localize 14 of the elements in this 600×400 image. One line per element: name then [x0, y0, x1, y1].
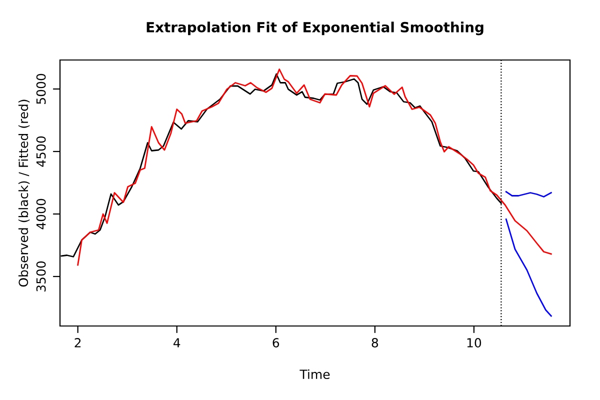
y-tick-label: 3500	[36, 261, 46, 292]
x-axis-title: Time	[300, 369, 330, 380]
x-tick-label: 2	[74, 338, 81, 348]
x-tick-label: 10	[467, 338, 482, 348]
chart-title: Extrapolation Fit of Exponential Smoothing	[146, 22, 484, 36]
x-tick-label: 8	[372, 338, 378, 348]
y-tick-label: 4500	[36, 136, 46, 167]
x-tick-label: 6	[272, 338, 280, 348]
line-series	[77, 68, 552, 266]
line-series	[505, 218, 552, 317]
y-axis-title: Observed (black) / Fitted (red)	[18, 100, 30, 287]
y-tick-label: 4000	[36, 198, 46, 230]
y-tick-label: 5000	[36, 74, 46, 104]
x-tick-label: 4	[173, 338, 180, 348]
